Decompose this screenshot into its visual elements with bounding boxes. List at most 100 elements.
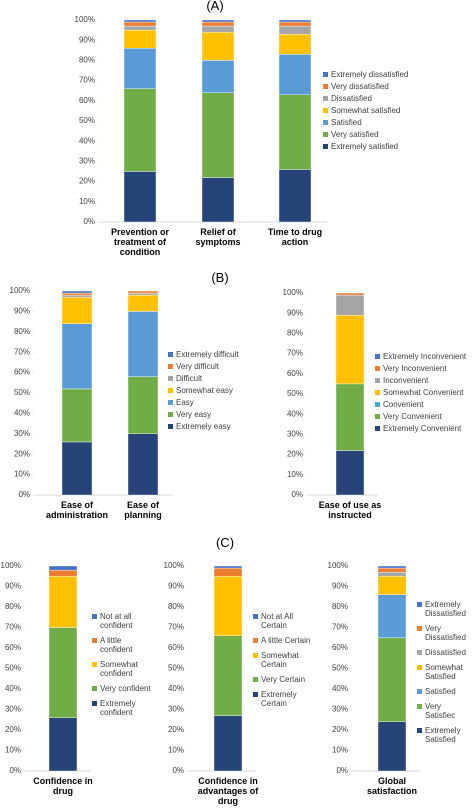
legend-swatch bbox=[253, 614, 258, 619]
bar-segment bbox=[127, 294, 159, 312]
legend-swatch bbox=[168, 424, 173, 429]
legend-swatch bbox=[92, 614, 97, 619]
y-tick-label: 90% bbox=[79, 35, 95, 44]
bar-segment bbox=[335, 450, 365, 496]
legend-item: Very Satisfiec bbox=[417, 702, 473, 720]
legend-label: Extremely Satisfied bbox=[425, 726, 461, 744]
legend-swatch bbox=[417, 704, 422, 709]
legend-label: Somewhat Satisfied bbox=[425, 663, 463, 681]
y-tick-label: 90% bbox=[287, 308, 303, 317]
x-tick-label: Confidence in advantages of drug bbox=[197, 776, 259, 806]
legend: Extremely difficult Very difficult Difficu… bbox=[168, 350, 278, 431]
bar-segment bbox=[127, 433, 159, 496]
legend-swatch bbox=[168, 412, 173, 417]
legend: Extremely Inconvenient Very Inconvenient I… bbox=[375, 352, 474, 433]
y-tick-label: 30% bbox=[14, 429, 30, 438]
legend-swatch bbox=[323, 132, 328, 137]
legend-label: Satisfied bbox=[425, 687, 456, 696]
bar-segment bbox=[377, 594, 407, 638]
legend-label: Very satisfied bbox=[331, 130, 379, 139]
bar-segment bbox=[213, 715, 243, 772]
legend-item: Convenient bbox=[375, 400, 474, 409]
legend-item: Very satisfied bbox=[323, 130, 473, 139]
legend-swatch bbox=[168, 388, 173, 393]
legend-item: Extremely Convenient bbox=[375, 424, 474, 433]
y-tick-label: 10% bbox=[287, 470, 303, 479]
legend-swatch bbox=[253, 653, 258, 658]
y-tick-label: 80% bbox=[287, 329, 303, 338]
legend-item: Very Dissatisfied bbox=[417, 624, 473, 642]
legend-swatch bbox=[375, 378, 380, 383]
y-tick-label: 100% bbox=[283, 288, 303, 297]
y-tick-label: 40% bbox=[287, 409, 303, 418]
legend-item: Somewhat easy bbox=[168, 386, 278, 395]
legend-label: Not at All Certain bbox=[261, 612, 294, 630]
y-tick-label: 90% bbox=[5, 582, 21, 591]
legend-item: Very dissatisfied bbox=[323, 82, 473, 91]
bar-segment bbox=[48, 565, 78, 571]
bar-segment bbox=[377, 576, 407, 595]
legend-swatch bbox=[168, 364, 173, 369]
y-tick-label: 20% bbox=[287, 450, 303, 459]
y-tick-label: 60% bbox=[79, 96, 95, 105]
legend-item: Inconvenient bbox=[375, 376, 474, 385]
y-tick-label: 60% bbox=[332, 643, 348, 652]
legend-item: Extremely satisfied bbox=[323, 142, 473, 151]
legend-item: Dissatisfied bbox=[417, 648, 473, 657]
y-tick-label: 90% bbox=[14, 307, 30, 316]
panel-label: (B) bbox=[211, 270, 229, 285]
bar-segment bbox=[61, 441, 93, 496]
y-tick-label: 100% bbox=[164, 561, 184, 570]
legend-label: Extremely Inconvenient bbox=[383, 352, 467, 361]
legend-swatch bbox=[92, 701, 97, 706]
bar-segment bbox=[278, 19, 312, 23]
bar-segment bbox=[201, 31, 235, 61]
x-tick-label: Confidence in drug bbox=[33, 776, 93, 796]
legend-label: Somewhat satisfied bbox=[331, 106, 401, 115]
legend-label: Easy bbox=[176, 398, 194, 407]
bar-segment bbox=[278, 25, 312, 35]
bar-segment bbox=[335, 292, 365, 296]
y-tick-label: 90% bbox=[168, 582, 184, 591]
y-tick-label: 50% bbox=[287, 389, 303, 398]
bar-segment bbox=[377, 571, 407, 577]
y-tick-label: 50% bbox=[79, 116, 95, 125]
legend-item: Difficult bbox=[168, 374, 278, 383]
bar-segment bbox=[278, 169, 312, 223]
legend-label: Very Dissatisfied bbox=[425, 624, 466, 642]
x-tick-label: Relief of symptoms bbox=[195, 227, 241, 247]
y-tick-label: 0% bbox=[18, 490, 30, 499]
bar-segment bbox=[377, 721, 407, 772]
bar-segment bbox=[278, 94, 312, 170]
y-tick-label: 100% bbox=[328, 561, 348, 570]
legend-item: Very difficult bbox=[168, 362, 278, 371]
y-tick-label: 50% bbox=[14, 388, 30, 397]
y-tick-label: 30% bbox=[287, 430, 303, 439]
legend-label: Very Convenient bbox=[383, 412, 442, 421]
legend-item: Extremely difficult bbox=[168, 350, 278, 359]
y-tick-label: 0% bbox=[83, 217, 95, 226]
legend-label: Satisfied bbox=[331, 118, 362, 127]
bar-segment bbox=[123, 25, 157, 31]
legend-item: Somewhat Convenient bbox=[375, 388, 474, 397]
legend-swatch bbox=[323, 144, 328, 149]
legend-swatch bbox=[375, 390, 380, 395]
legend-label: Extremely Certain bbox=[261, 690, 297, 708]
y-tick-label: 70% bbox=[14, 347, 30, 356]
legend-swatch bbox=[168, 376, 173, 381]
bar-segment bbox=[48, 576, 78, 628]
legend-item: Extremely Satisfied bbox=[417, 726, 473, 744]
legend-label: Extremely easy bbox=[176, 422, 231, 431]
y-tick-label: 30% bbox=[168, 705, 184, 714]
y-tick-label: 20% bbox=[332, 725, 348, 734]
legend-swatch bbox=[323, 72, 328, 77]
y-tick-label: 80% bbox=[79, 56, 95, 65]
y-tick-label: 20% bbox=[79, 177, 95, 186]
legend-label: Extremely dissatisfied bbox=[331, 70, 409, 79]
legend-item: Somewhat satisfied bbox=[323, 106, 473, 115]
legend-label: Very Satisfiec bbox=[425, 702, 456, 720]
legend-item: A little Certain bbox=[253, 636, 313, 645]
legend-swatch bbox=[417, 689, 422, 694]
legend-label: Extremely Dissatisfied bbox=[425, 600, 466, 618]
